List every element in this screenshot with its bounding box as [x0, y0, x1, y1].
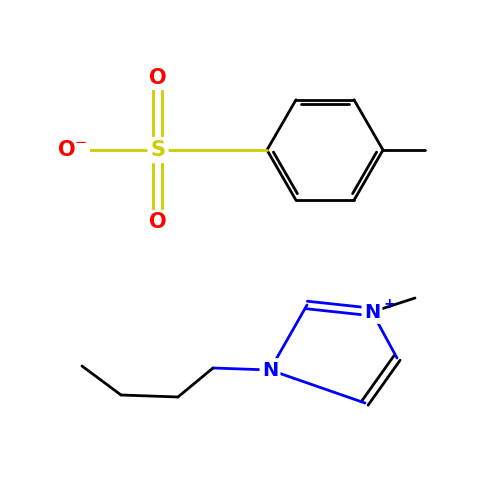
Text: O: O [149, 212, 167, 232]
Text: N: N [364, 303, 380, 321]
Text: S: S [150, 140, 166, 160]
Text: O$^{-}$: O$^{-}$ [57, 140, 88, 160]
Text: +: + [384, 297, 396, 311]
Text: O: O [149, 68, 167, 88]
Text: N: N [262, 361, 278, 379]
